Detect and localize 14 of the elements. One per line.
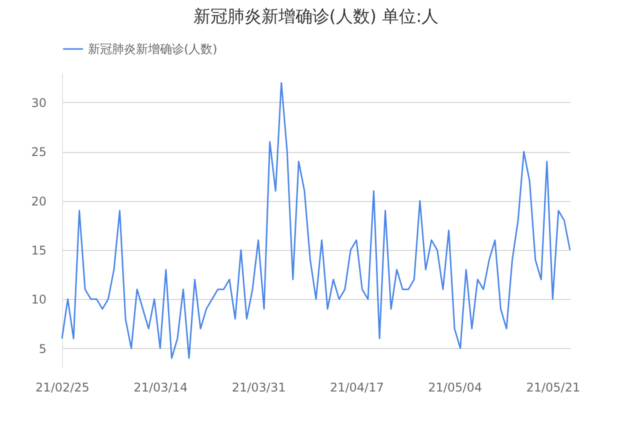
y-tick-label: 5 [38, 342, 46, 356]
x-tick-label: 21/05/04 [428, 380, 482, 394]
y-tick-label: 10 [31, 292, 46, 307]
x-tick-label: 21/03/31 [232, 380, 286, 394]
x-tick-label: 21/05/21 [526, 380, 580, 394]
legend-label: 新冠肺炎新增确诊(人数) [88, 42, 218, 56]
y-tick-label: 25 [31, 145, 46, 160]
x-tick-label: 21/03/14 [134, 380, 188, 394]
y-tick-label: 15 [31, 244, 46, 258]
y-tick-label: 30 [31, 96, 46, 110]
chart-title: 新冠肺炎新增确诊(人数) 单位:人 [193, 7, 439, 27]
x-tick-label: 21/02/25 [36, 380, 90, 394]
x-tick-label: 21/04/17 [330, 380, 384, 394]
y-tick-label: 20 [31, 194, 46, 208]
